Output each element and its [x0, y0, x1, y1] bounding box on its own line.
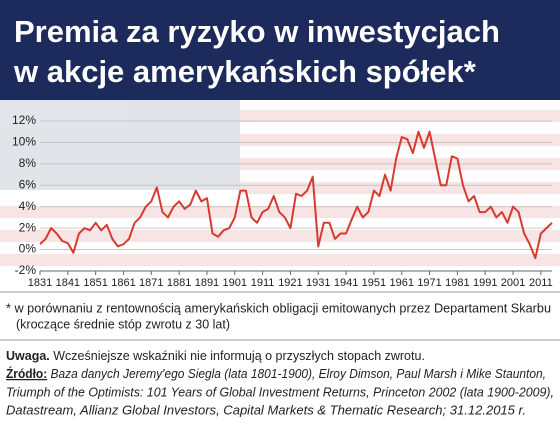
x-tick-label: 1881: [167, 277, 191, 289]
y-tick-label: 4%: [19, 199, 37, 213]
source-line: Triumph of the Optimists: 101 Years of G…: [6, 385, 554, 399]
x-tick-label: 1941: [334, 277, 358, 289]
y-tick-label: 0%: [19, 242, 37, 256]
x-tick-label: 1901: [223, 277, 247, 289]
y-tick-label: 8%: [19, 156, 37, 170]
x-tick-label: 1991: [473, 277, 497, 289]
x-tick-label: 2001: [501, 277, 525, 289]
y-tick-label: 2%: [19, 220, 37, 234]
y-tick-label: 10%: [12, 135, 36, 149]
y-tick-label: -2%: [15, 263, 37, 277]
x-tick-label: 1851: [83, 277, 107, 289]
x-tick-label: 1911: [251, 277, 275, 289]
y-tick-label: 6%: [19, 177, 37, 191]
x-tick-label: 1931: [306, 277, 330, 289]
title-line: w akcje amerykańskich spółek*: [13, 54, 477, 89]
x-tick-label: 1891: [195, 277, 219, 289]
note-text: Wcześniejsze wskaźniki nie informują o p…: [53, 349, 425, 363]
source: Źródło: Baza danych Jeremy'ego Siegla (l…: [6, 366, 546, 381]
source-line: Baza danych Jeremy'ego Siegla (lata 1801…: [51, 367, 546, 381]
x-tick-label: 1871: [139, 277, 163, 289]
source-line: Datastream, Allianz Global Investors, Ca…: [6, 403, 526, 417]
source-label: Źródło:: [6, 366, 47, 381]
title-banner: [0, 0, 560, 100]
footnote: * w porównaniu z rentownością amerykańsk…: [6, 301, 551, 315]
x-tick-label: 1961: [389, 277, 413, 289]
footnote: (kroczące średnie stóp zwrotu z 30 lat): [16, 317, 230, 331]
data-line: [39, 130, 553, 260]
x-tick-label: 1921: [278, 277, 302, 289]
title-line: Premia za ryzyko w inwestycjach: [14, 14, 500, 49]
y-tick-label: 12%: [12, 113, 36, 127]
note-label: Uwaga.: [6, 349, 50, 363]
note: Uwaga. Wcześniejsze wskaźniki nie inform…: [6, 349, 425, 363]
x-tick-label: 1861: [111, 277, 135, 289]
x-tick-label: 1831: [28, 277, 52, 289]
x-tick-label: 1971: [417, 277, 441, 289]
x-tick-label: 1981: [445, 277, 469, 289]
x-tick-label: 2011: [529, 277, 553, 289]
x-tick-label: 1951: [362, 277, 386, 289]
x-tick-label: 1841: [56, 277, 80, 289]
